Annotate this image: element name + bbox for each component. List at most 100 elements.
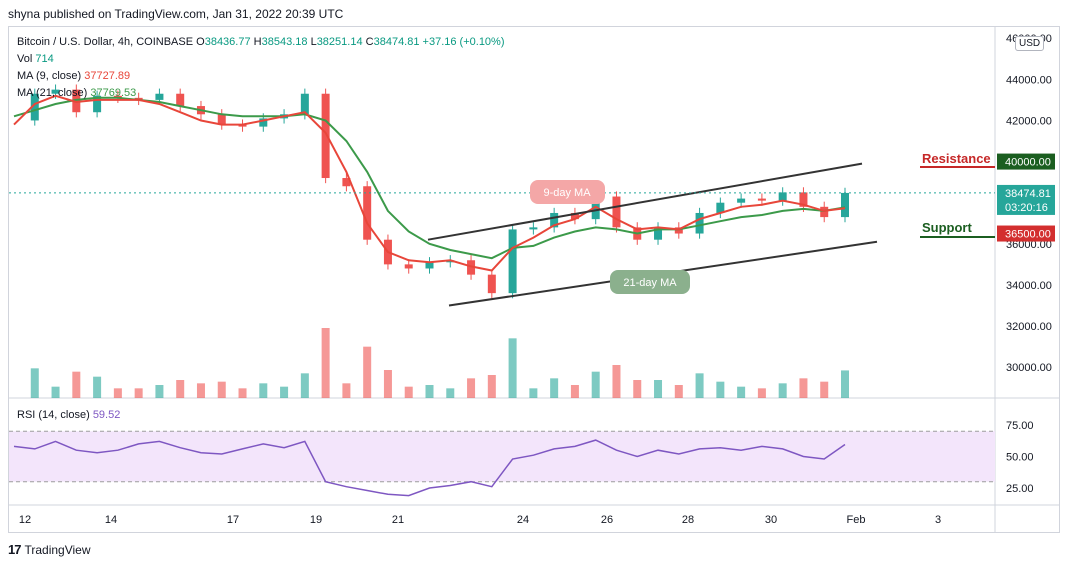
volume-bar	[799, 378, 808, 398]
candle-body[interactable]	[467, 260, 476, 275]
volume-bar	[51, 386, 60, 398]
candle-body[interactable]	[757, 198, 766, 201]
resistance-price-tag	[997, 153, 1055, 170]
volume-bar	[72, 371, 81, 398]
candle-body[interactable]	[737, 198, 746, 203]
rsi-label: RSI (14, close)	[17, 409, 90, 421]
volume-bar	[716, 381, 725, 398]
candle-body[interactable]	[487, 274, 496, 294]
y-tick-label: 32000.00	[1006, 321, 1052, 333]
candle-body[interactable]	[841, 192, 849, 218]
volume-bar	[238, 388, 247, 398]
candle-body[interactable]	[342, 178, 351, 187]
volume-bar	[633, 380, 642, 398]
open-value: 38436.77	[204, 36, 251, 48]
y-tick-label: 30000.00	[1006, 362, 1052, 374]
rsi-value: 59.52	[92, 409, 121, 421]
volume-bar	[280, 386, 289, 398]
legend-ma9-row: MA (9, close) 37727.89	[17, 70, 130, 82]
ma21-tag-text: 21-day MA	[623, 277, 677, 289]
ma21-value: 37769.53	[90, 87, 137, 99]
volume-bar	[363, 346, 372, 398]
candle-body[interactable]	[134, 97, 143, 100]
candle-body[interactable]	[695, 212, 704, 234]
symbol-name: Bitcoin / U.S. Dollar, 4h, COINBASE	[17, 36, 194, 48]
x-tick-label: 24	[517, 514, 529, 526]
support-price-tag	[997, 225, 1055, 242]
chart-frame[interactable]	[8, 26, 1060, 533]
volume-bar	[404, 386, 413, 398]
candle-body[interactable]	[321, 93, 330, 179]
low-value: 38251.14	[316, 36, 363, 48]
candle-body[interactable]	[778, 192, 787, 201]
legend-rsi-row: RSI (14, close) 59.52	[17, 409, 120, 421]
candle-body[interactable]	[363, 186, 372, 240]
candle-body[interactable]	[570, 212, 579, 220]
volume-bar	[425, 385, 434, 398]
volume-bar	[757, 388, 766, 398]
volume-bar	[695, 373, 704, 398]
y-tick-label: 36000.00	[1006, 239, 1052, 251]
volume-bar	[841, 370, 849, 398]
x-tick-label: 19	[310, 514, 322, 526]
candle-body[interactable]	[300, 93, 309, 115]
candle-body[interactable]	[176, 93, 185, 107]
x-tick-label: 26	[601, 514, 613, 526]
legend-symbol-row: Bitcoin / U.S. Dollar, 4h, COINBASE O384…	[17, 36, 505, 48]
candle-body[interactable]	[51, 89, 60, 94]
candle-body[interactable]	[425, 262, 434, 269]
candle-body[interactable]	[30, 93, 39, 121]
currency-button[interactable]: USD	[1015, 36, 1045, 51]
volume-bar	[550, 378, 559, 398]
volume-bar	[113, 388, 122, 398]
resistance-label: Resistance	[922, 151, 991, 166]
close-value: 38474.81	[373, 36, 420, 48]
legend-volume-row: Vol 714	[17, 53, 54, 65]
x-tick-label: 28	[682, 514, 694, 526]
bar-countdown-text: 03:20:16	[1005, 202, 1048, 214]
candle-body[interactable]	[654, 227, 663, 240]
volume-label: Vol	[17, 53, 33, 65]
volume-bar	[446, 388, 455, 398]
support-price-text: 36500.00	[1005, 229, 1051, 241]
ma21-tag-bubble	[610, 270, 690, 294]
candle-body[interactable]	[72, 89, 81, 113]
candle-body[interactable]	[529, 227, 538, 230]
ma9-line	[13, 94, 846, 272]
candle-body[interactable]	[716, 202, 725, 213]
x-tick-label: 17	[227, 514, 239, 526]
candle-body[interactable]	[404, 264, 413, 269]
high-value: 38543.18	[261, 36, 308, 48]
volume-value: 714	[35, 53, 54, 65]
candle-body[interactable]	[674, 227, 683, 234]
candle-body[interactable]	[508, 229, 517, 294]
candle-body[interactable]	[217, 114, 226, 125]
y-tick-label: 44000.00	[1006, 74, 1052, 86]
footer-brand: TradingView	[24, 542, 91, 557]
candle-body[interactable]	[550, 212, 559, 228]
volume-bar	[487, 375, 496, 398]
candle-body[interactable]	[93, 95, 102, 113]
candle-body[interactable]	[259, 118, 268, 127]
candle-body[interactable]	[820, 206, 829, 218]
ma9-label: MA (9, close)	[17, 70, 82, 82]
support-label: Support	[922, 220, 972, 235]
ma9-value: 37727.89	[84, 70, 131, 82]
volume-bar	[508, 338, 517, 398]
tradingview-logo[interactable]: 17 TradingView	[8, 542, 91, 557]
volume-bar	[93, 376, 102, 398]
candle-body[interactable]	[155, 93, 164, 100]
volume-bar	[674, 385, 683, 398]
volume-bar	[820, 381, 829, 398]
candle-body[interactable]	[799, 192, 808, 207]
x-tick-label: 14	[105, 514, 117, 526]
close-label: C	[365, 36, 374, 48]
rsi-line	[13, 439, 846, 497]
volume-bar	[30, 368, 39, 398]
open-label: O	[196, 36, 205, 48]
rsi-tick-label: 75.00	[1006, 420, 1034, 432]
x-tick-label: Feb	[847, 514, 866, 526]
volume-bar	[383, 370, 392, 398]
candle-body[interactable]	[612, 196, 621, 228]
